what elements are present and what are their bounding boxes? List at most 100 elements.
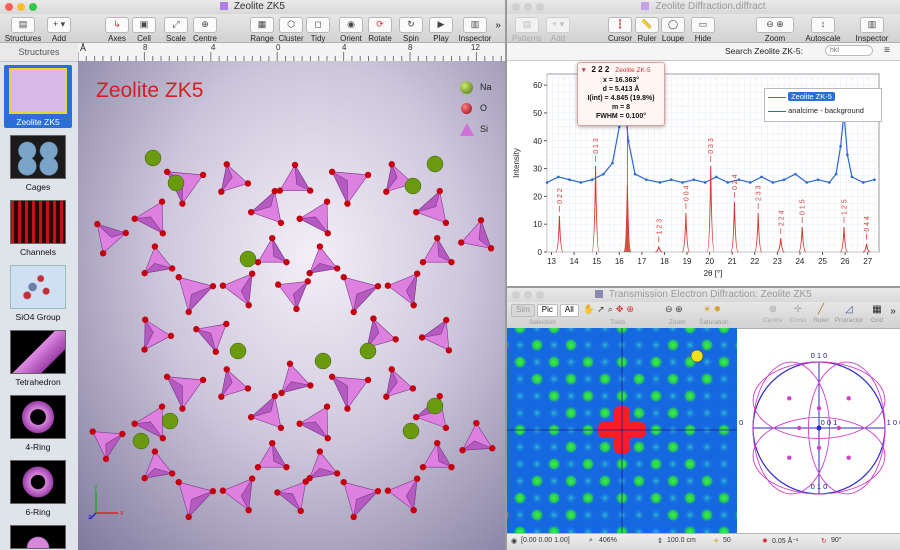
sidebar-item-cages[interactable]: Cages: [4, 135, 72, 193]
pole-point[interactable]: [846, 396, 851, 401]
loupe-button[interactable]: ◯ Loupe: [661, 17, 685, 43]
zk5-peak[interactable]: [840, 226, 848, 253]
inspector-button[interactable]: ▥ Inspector: [855, 17, 889, 43]
cross-button[interactable]: ✛ Cross: [789, 304, 807, 324]
sidebar-item-sio4-group[interactable]: SiO4 Group: [4, 265, 72, 323]
scale-button[interactable]: ⤢ Scale: [164, 17, 188, 43]
magnifier-icon[interactable]: ⌕: [607, 304, 616, 314]
tidy-button[interactable]: ◻ Tidy: [306, 17, 330, 43]
legend-item-zeolite[interactable]: Zeolite ZK-5: [768, 92, 835, 101]
spin-button[interactable]: ↻ Spin: [398, 17, 424, 43]
peak-hkl-label: 1 2 3: [656, 219, 663, 235]
close-button[interactable]: [512, 3, 520, 11]
minimize-button[interactable]: [524, 3, 532, 11]
zone-axis-value[interactable]: [0.00 0.00 1.00]: [521, 537, 570, 544]
sim-button[interactable]: Sim: [511, 304, 535, 317]
toolbar-overflow-icon[interactable]: »: [495, 20, 501, 31]
move-icon[interactable]: ✥: [615, 304, 627, 314]
sidebar-item-partial[interactable]: [4, 525, 72, 549]
arrow-icon[interactable]: ➚: [597, 304, 608, 314]
sidebar-item-4-ring[interactable]: 4-Ring: [4, 395, 72, 453]
close-button[interactable]: [512, 291, 520, 299]
minimize-button[interactable]: [524, 291, 532, 299]
close-button[interactable]: [5, 3, 13, 11]
zk5-peak[interactable]: [655, 246, 663, 253]
rotation-value[interactable]: 90°: [831, 537, 842, 544]
zk5-peak[interactable]: [862, 243, 871, 253]
zoom-in-icon[interactable]: ⊕: [675, 304, 683, 314]
structure-view[interactable]: Zeolite ZK5 Na O Si x y z: [78, 61, 505, 550]
grid-button[interactable]: ▦ Grid: [870, 304, 884, 324]
cell-button[interactable]: ▣ Cell: [132, 17, 156, 43]
sidebar-item-tetrahedron[interactable]: Tetrahedron: [4, 330, 72, 388]
pole-point[interactable]: [846, 455, 851, 460]
toolbar-overflow-icon[interactable]: »: [890, 306, 896, 317]
zoom-out-icon[interactable]: ⊖: [665, 304, 673, 314]
protractor-button[interactable]: ◿ Protractor: [834, 304, 864, 324]
hkl-search-input[interactable]: [825, 45, 873, 56]
pole-point[interactable]: [836, 425, 841, 431]
target-icon[interactable]: ⊕: [626, 304, 637, 314]
play-button[interactable]: ▶ Play: [428, 17, 454, 43]
zk5-peak[interactable]: [681, 213, 691, 253]
zk5-peak[interactable]: [706, 165, 715, 253]
diffraction-spot: [565, 492, 577, 504]
pole-point[interactable]: [797, 425, 802, 431]
zoom-group[interactable]: ⊖ ⊕ Zoom: [755, 17, 795, 43]
sidebar-item-6-ring[interactable]: 6-Ring: [4, 460, 72, 518]
peak-hkl-label: 1 2 5: [841, 199, 848, 215]
magnification-value[interactable]: 406%: [599, 537, 617, 544]
sidebar-item-channels[interactable]: Channels: [4, 200, 72, 258]
rotate-button[interactable]: ⟳ Rotate: [368, 17, 392, 43]
zoom-button[interactable]: [536, 3, 544, 11]
zoom-button[interactable]: [536, 291, 544, 299]
zk5-peak[interactable]: [591, 165, 600, 253]
cluster-button[interactable]: ⬡ Cluster: [278, 17, 304, 43]
x-tick-label: 20: [705, 257, 714, 266]
orient-button[interactable]: ◉ Orient: [339, 17, 363, 43]
pic-button[interactable]: Pic: [536, 304, 558, 317]
centre-button[interactable]: ⊕ Centre: [192, 17, 217, 43]
range-button[interactable]: ▦ Range: [250, 17, 274, 43]
axes-button[interactable]: ↳ Axes: [104, 17, 130, 43]
zoom-button[interactable]: [29, 3, 37, 11]
add-button[interactable]: + ▾ Add: [545, 17, 571, 43]
inspector-button[interactable]: ▥ Inspector: [458, 17, 492, 43]
pole-point[interactable]: [787, 396, 792, 401]
cursor-button[interactable]: ┇ Cursor: [607, 17, 632, 43]
pole-point[interactable]: [816, 425, 822, 431]
pole-point[interactable]: [816, 406, 822, 411]
tem-diffraction-pattern[interactable]: [507, 328, 737, 533]
zk5-peak[interactable]: [555, 215, 564, 253]
spot-size-value[interactable]: 0.05 Å⁻¹: [772, 538, 799, 545]
eye-icon[interactable]: ◉: [511, 538, 518, 545]
camera-length-value[interactable]: 100.0 cm: [667, 537, 696, 544]
patterns-button[interactable]: ▤ Patterns: [512, 17, 542, 43]
zk5-peak[interactable]: [730, 201, 739, 253]
zk5-peak[interactable]: [754, 213, 763, 253]
stereographic-projection[interactable]: 0 1 0 1 0 0 1 0 0 0 0 1 0 1 0: [737, 328, 900, 533]
menu-icon[interactable]: ≡: [884, 45, 890, 56]
structures-button[interactable]: ▤ Structures: [4, 17, 42, 43]
light-source-marker[interactable]: [690, 349, 704, 363]
legend-item-analcime[interactable]: analcime - background: [768, 106, 864, 115]
pole-point[interactable]: [787, 455, 792, 460]
diffraction-spot: [564, 406, 578, 420]
tooltip-collapse-icon[interactable]: ▾: [582, 67, 586, 74]
zk5-peak[interactable]: [776, 238, 785, 253]
minimize-button[interactable]: [17, 3, 25, 11]
saturation-low-icon[interactable]: ☀: [703, 304, 712, 314]
autoscale-button[interactable]: ↕ Autoscale: [805, 17, 841, 43]
centre-button[interactable]: ⊕ Centre: [763, 304, 783, 324]
brightness-value[interactable]: 50: [723, 537, 731, 544]
diffraction-spot: [650, 526, 662, 533]
all-button[interactable]: All: [559, 304, 579, 317]
zk5-peak[interactable]: [798, 226, 807, 253]
saturation-high-icon[interactable]: ✹: [713, 304, 722, 314]
ruler-button[interactable]: 📏 Ruler: [635, 17, 659, 43]
pole-point[interactable]: [816, 445, 822, 450]
ruler-button[interactable]: ╱ Ruler: [813, 304, 829, 324]
hand-icon[interactable]: ✋: [583, 304, 598, 314]
sidebar-item-zeolite-zk5[interactable]: Zeolite ZK5: [4, 65, 72, 128]
add-button[interactable]: + ▾ Add: [46, 17, 72, 43]
